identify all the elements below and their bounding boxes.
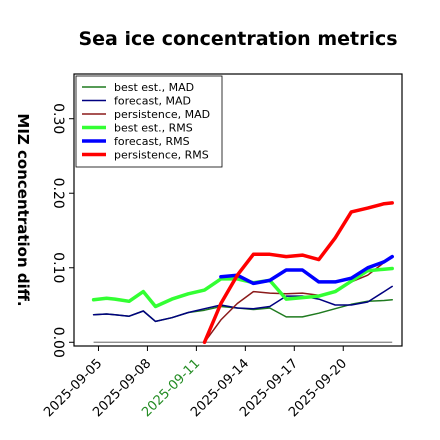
series-line-3 [203,255,393,344]
legend-label: best est., RMS [114,122,193,135]
series-line-6 [202,201,394,345]
y-tick-label: 0.00 [50,327,66,358]
legend-label: persistence, RMS [114,149,209,162]
x-ticks: 2025-09-052025-09-082025-09-112025-09-14… [41,346,350,420]
y-tick-label: 0.20 [50,178,66,209]
legend-label: persistence, MAD [114,108,210,121]
y-tick-label: 0.30 [50,103,66,134]
series-line-4 [91,266,394,309]
series-line-2 [92,285,393,323]
chart-title: Sea ice concentration metrics [78,28,397,50]
legend-label: forecast, MAD [114,95,191,108]
y-ticks: 0.00 0.10 0.20 0.30 [50,103,74,358]
plot-frame [73,73,403,347]
y-tick-label: 0.10 [50,252,66,283]
legend-box [75,75,223,168]
y-axis-label: MIZ concentration diff. [14,113,32,306]
series-line-1 [92,299,393,323]
legend-label: forecast, RMS [114,135,190,148]
series-line-5 [219,254,394,286]
legend-label: best est., MAD [114,81,194,94]
series-lines [91,201,394,345]
